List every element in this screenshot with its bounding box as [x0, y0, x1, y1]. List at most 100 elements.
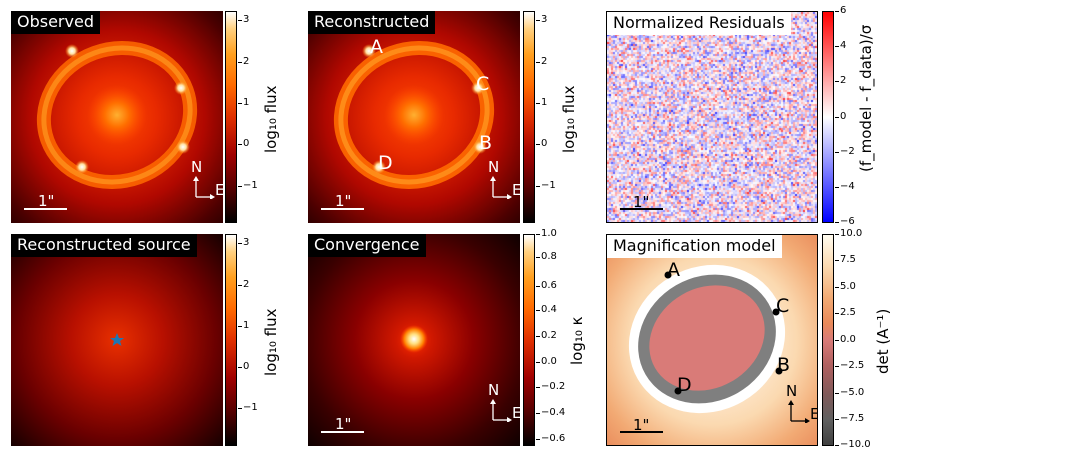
source-position-star-icon	[110, 333, 124, 346]
colorbar-tick: 2.5	[835, 307, 856, 318]
colorbar-tick: 1	[237, 97, 250, 108]
colorbar-tick: −6	[835, 216, 855, 227]
scale-bar	[24, 208, 67, 210]
compass-arrows-icon	[490, 399, 512, 422]
compass-north-label: N	[488, 381, 500, 399]
colorbar-tick: −2	[835, 146, 855, 157]
residuals-panel: Normalized Residuals 1"	[606, 11, 818, 223]
convergence-panel: Convergence 1" N E	[308, 234, 520, 446]
scale-label: 1"	[633, 416, 650, 434]
colorbar-label: log₁₀ flux	[560, 85, 578, 154]
colorbar-tick: 0.0	[835, 334, 856, 345]
image-label-c: C	[776, 295, 790, 317]
panel-title: Observed	[11, 11, 100, 34]
colorbar-observed	[225, 11, 237, 223]
colorbar-tick: 2	[237, 56, 250, 67]
scale-bar	[620, 431, 663, 433]
colorbar-tick: 3	[535, 14, 548, 25]
colorbar-tick: −0.6	[535, 433, 566, 444]
colorbar-tick: −2.5	[834, 360, 865, 371]
compass-north-label: N	[488, 158, 500, 176]
colorbar-label: log₁₀ flux	[262, 308, 280, 377]
compass-north-label: N	[786, 382, 798, 400]
compass-arrows-icon	[788, 400, 810, 423]
source-image	[11, 234, 223, 446]
scale-label: 1"	[633, 193, 650, 211]
colorbar-tick: 0.4	[536, 304, 557, 315]
panel-title: Convergence	[308, 234, 426, 257]
colorbar-tick: −4	[835, 181, 855, 192]
colorbar-tick: 0	[237, 138, 250, 149]
colorbar-source	[225, 234, 237, 446]
scale-label: 1"	[335, 415, 352, 433]
panel-title: Magnification model	[607, 235, 782, 258]
colorbar-tick: 6	[834, 5, 847, 16]
compass-rose: N E	[485, 158, 520, 199]
colorbar-label: (f_model - f_data)/σ	[857, 24, 875, 172]
colorbar-tick: −7.5	[834, 413, 865, 424]
compass-arrows-icon	[193, 176, 215, 199]
colorbar-tick: 0	[834, 111, 847, 122]
colorbar-tick: 3	[237, 14, 250, 25]
compass-east-label: E	[512, 181, 520, 199]
image-label-d: D	[677, 374, 692, 396]
scale-label: 1"	[335, 192, 352, 210]
image-label-c: C	[476, 73, 490, 95]
compass-rose: N E	[783, 382, 817, 423]
scale-bar	[321, 431, 364, 433]
source-panel: Reconstructed source	[11, 234, 223, 446]
panel-title: Normalized Residuals	[607, 12, 791, 35]
observed-panel: Observed 1" N E	[11, 11, 223, 223]
colorbar-label: log₁₀ κ	[568, 316, 586, 365]
colorbar-tick: 5.0	[835, 281, 856, 292]
compass-east-label: E	[512, 404, 520, 422]
colorbar-tick: 1.0	[536, 228, 557, 239]
compass-north-label: N	[191, 158, 203, 176]
image-label-a: A	[370, 36, 383, 58]
compass-rose: N E	[485, 381, 520, 422]
colorbar-tick: 7.5	[835, 254, 856, 265]
colorbar-tick: −1	[238, 180, 258, 191]
colorbar-tick: −0.2	[535, 381, 566, 392]
colorbar-magnification	[822, 234, 834, 446]
colorbar-tick: −1	[536, 180, 556, 191]
colorbar-tick: 2	[834, 75, 847, 86]
observed-image	[11, 11, 223, 223]
colorbar-tick: 1	[237, 320, 250, 331]
colorbar-tick: −1	[238, 402, 258, 413]
colorbar-tick: 3	[237, 237, 250, 248]
compass-east-label: E	[810, 406, 817, 422]
colorbar-tick: 0.0	[536, 356, 557, 367]
colorbar-convergence	[523, 234, 535, 446]
image-label-b: B	[479, 132, 493, 154]
colorbar-tick: 4	[834, 40, 847, 51]
colorbar-label: log₁₀ flux	[262, 85, 280, 154]
compass-east-label: E	[215, 181, 223, 199]
reconstructed-panel: Reconstructed A B C D 1" N E	[308, 11, 520, 223]
magnification-panel: Magnification model A B C D 1" N E	[606, 234, 818, 446]
convergence-image	[308, 234, 520, 446]
colorbar-tick: 1	[535, 97, 548, 108]
colorbar-reconstructed	[523, 11, 535, 223]
scale-bar	[620, 208, 663, 210]
colorbar-tick: 0.8	[536, 251, 557, 262]
colorbar-tick: 0.6	[536, 280, 557, 291]
image-label-d: D	[378, 152, 393, 174]
scale-bar	[321, 208, 364, 210]
magnification-image	[607, 235, 817, 445]
colorbar-tick: −0.4	[535, 407, 566, 418]
panel-title: Reconstructed source	[11, 234, 197, 257]
colorbar-label: det (A⁻¹)	[874, 308, 892, 374]
panel-title: Reconstructed	[308, 11, 436, 34]
compass-arrows-icon	[490, 176, 512, 199]
image-label-b: B	[777, 354, 791, 376]
colorbar-tick: −5.0	[834, 387, 865, 398]
colorbar-tick: 0	[237, 361, 250, 372]
colorbar-tick: 2	[535, 56, 548, 67]
scale-label: 1"	[38, 192, 55, 210]
colorbar-tick: 2	[237, 279, 250, 290]
colorbar-tick: 0	[535, 138, 548, 149]
reconstructed-image	[308, 11, 520, 223]
image-label-a: A	[667, 259, 680, 281]
compass-rose: N E	[188, 158, 223, 199]
